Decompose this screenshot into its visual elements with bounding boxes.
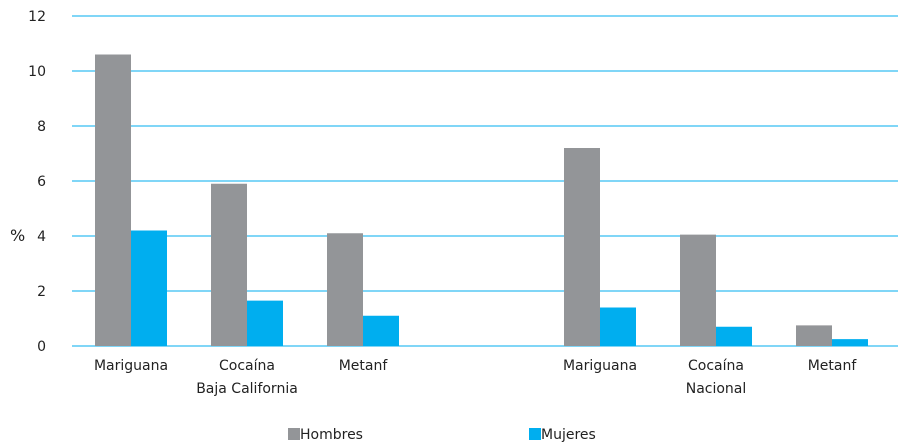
y-axis-ticks: 0 2 4 6 8 10 12 [28,9,46,355]
bar-mujeres-cocaína [247,300,283,346]
bar-hombres-metanf [796,325,832,346]
bar-mujeres-mariguana [131,230,167,346]
group-label: Nacional [686,381,747,397]
y-tick-label: 12 [28,9,46,25]
y-tick-label: 4 [37,229,46,245]
legend-label: Mujeres [541,427,596,443]
y-tick-label: 2 [37,284,46,300]
y-tick-label: 10 [28,64,46,80]
category-label: Mariguana [94,358,168,374]
group-labels: Baja California Nacional [196,381,746,397]
legend-label: Hombres [300,427,363,443]
y-tick-label: 6 [37,174,46,190]
bars [95,54,868,346]
category-label: Metanf [808,358,858,374]
category-labels: Mariguana Cocaína Metanf Mariguana Cocaína Me… [94,358,857,374]
bar-hombres-mariguana [564,148,600,346]
bar-hombres-cocaína [680,234,716,346]
category-label: Cocaína [219,358,275,374]
gridlines [72,15,898,347]
y-tick-label: 8 [37,119,46,135]
bar-mujeres-metanf [832,339,868,346]
legend-swatch [529,428,541,440]
bar-mujeres-cocaína [716,326,752,346]
y-tick-label: 0 [37,339,46,355]
y-axis-label: % [10,226,25,245]
category-label: Metanf [339,358,389,374]
bar-hombres-metanf [327,233,363,346]
legend: Hombres Mujeres [288,427,596,443]
bar-mujeres-mariguana [600,307,636,346]
legend-swatch [288,428,300,440]
category-label: Mariguana [563,358,637,374]
bar-hombres-cocaína [211,183,247,346]
group-label: Baja California [196,381,298,397]
category-label: Cocaína [688,358,744,374]
bar-hombres-mariguana [95,54,131,346]
bar-mujeres-metanf [363,315,399,346]
